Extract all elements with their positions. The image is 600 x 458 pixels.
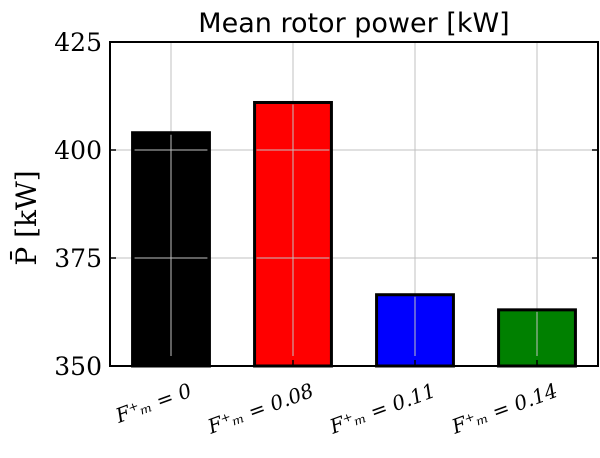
grid-lines-over-bars [134,104,538,356]
y-tick-label: 400 [54,136,102,165]
y-tick-label: 375 [54,244,102,273]
plot-frame [109,41,599,367]
bar [497,308,577,368]
x-tick-label: F⁺ₘ = 0.08 [204,378,317,439]
x-tick-label: F⁺ₘ = 0.11 [326,378,439,439]
x-axis-ticks: F⁺ₘ = 0 F⁺ₘ = 0.08 F⁺ₘ = 0.11 F⁺ₘ = 0.14 [111,360,561,439]
bars [131,100,577,368]
y-tick-label: 425 [54,28,102,57]
y-axis-ticks: 350 375 400 425 [54,28,598,381]
x-tick-label: F⁺ₘ = 0.14 [448,378,561,439]
y-axis-label: P̄ [kW] [9,170,43,265]
x-tick-label: F⁺ₘ = 0 [111,378,195,428]
chart-title: Mean rotor power [kW] [198,8,509,39]
y-tick-label: 350 [54,352,102,381]
